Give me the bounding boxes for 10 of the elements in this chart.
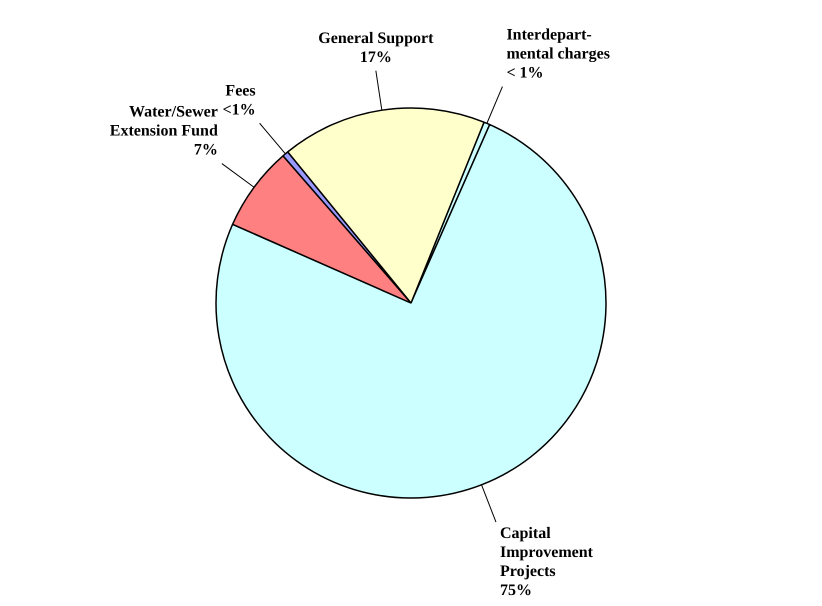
slice-label: General Support: [318, 30, 434, 47]
slice-label: Fees: [225, 82, 256, 100]
data-label: < 1%: [506, 64, 544, 82]
data-label: 17%: [360, 48, 392, 66]
slice-label: Capital Improvement Projects: [500, 525, 594, 580]
slice-label: Interdepart- mental charges: [506, 26, 610, 63]
data-label: 7%: [194, 142, 218, 159]
data-label: 75%: [500, 582, 532, 600]
slice-label: Water/Sewer Extension Fund: [110, 104, 218, 140]
data-label: <1%: [222, 101, 256, 118]
